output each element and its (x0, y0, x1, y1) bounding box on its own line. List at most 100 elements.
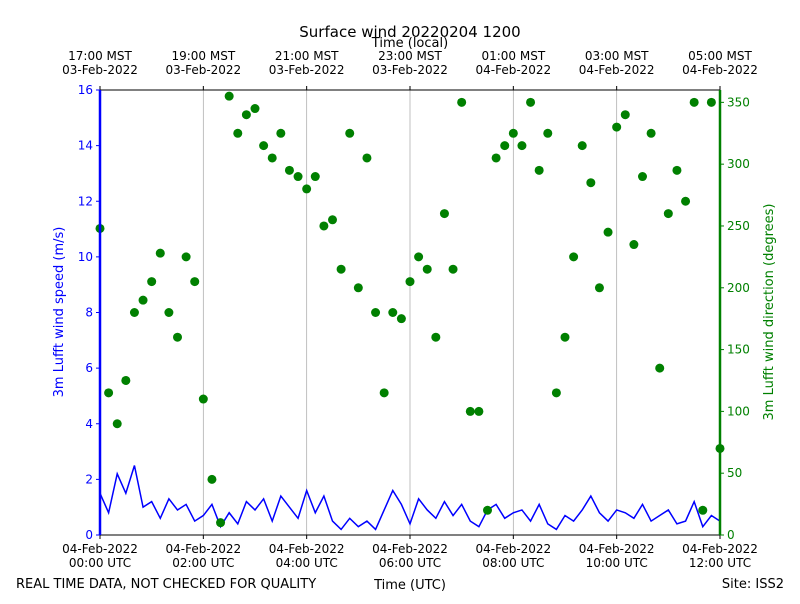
top-tick-label: 01:00 MST 04-Feb-2022 (475, 49, 551, 77)
y-axis-title: 3m Lufft wind speed (m/s) (52, 227, 67, 398)
y2-tick-label: 0 (727, 528, 735, 542)
x-tick-label: 04-Feb-2022 00:00 UTC (62, 542, 138, 570)
wind-direction-point (121, 375, 131, 385)
wind-direction-point (526, 97, 536, 107)
y-tick-label: 4 (85, 417, 93, 431)
wind-direction-point (439, 209, 449, 219)
wind-direction-point (663, 209, 673, 219)
wind-direction-point (319, 221, 329, 231)
y-tick-label: 8 (85, 306, 93, 320)
y-tick-label: 12 (78, 194, 93, 208)
wind-direction-point (655, 363, 665, 373)
y2-tick-label: 150 (727, 343, 750, 357)
wind-direction-point (448, 264, 458, 274)
wind-direction-point (362, 153, 372, 163)
x-tick-label: 04-Feb-2022 06:00 UTC (372, 542, 448, 570)
x-tick-label: 04-Feb-2022 08:00 UTC (475, 542, 551, 570)
wind-direction-point (129, 308, 139, 317)
top-tick-label: 21:00 MST 03-Feb-2022 (269, 49, 345, 77)
wind-direction-point (345, 128, 355, 138)
y2-tick-label: 350 (727, 95, 750, 109)
x-tick-label: 04-Feb-2022 02:00 UTC (165, 542, 241, 570)
wind-direction-point (328, 215, 337, 225)
top-tick-label: 05:00 MST 04-Feb-2022 (682, 49, 758, 77)
wind-direction-point (198, 394, 208, 404)
wind-direction-point (474, 406, 484, 416)
wind-direction-point (569, 252, 579, 262)
wind-direction-point (638, 172, 647, 182)
wind-speed-line (99, 465, 721, 531)
wind-direction-point (379, 388, 389, 398)
wind-direction-point (620, 110, 630, 120)
y2-tick-label: 200 (727, 281, 750, 295)
x-axis-title: Time (UTC) (373, 578, 446, 593)
wind-direction-point (646, 128, 656, 138)
wind-direction-point (629, 240, 639, 250)
wind-direction-point (147, 277, 157, 287)
wind-direction-point (259, 141, 269, 151)
y-tick-label: 10 (78, 250, 93, 264)
y-tick-label: 14 (78, 139, 93, 153)
x-tick-label: 04-Feb-2022 12:00 UTC (682, 542, 758, 570)
y2-tick-label: 300 (727, 157, 750, 171)
wind-direction-point (302, 184, 312, 194)
wind-direction-point (431, 332, 441, 342)
wind-direction-point (388, 308, 398, 317)
wind-direction-point (681, 196, 691, 206)
top-tick-label: 23:00 MST 03-Feb-2022 (372, 49, 448, 77)
wind-direction-point (353, 283, 363, 293)
wind-direction-point (336, 264, 346, 274)
y-tick-label: 2 (85, 472, 93, 486)
wind-direction-point (181, 252, 191, 262)
top-axis-title: Time (local) (371, 36, 448, 51)
y2-axis-title: 3m Lufft wind direction (degrees) (762, 204, 777, 421)
wind-direction-point (672, 165, 682, 175)
wind-direction-point (422, 264, 432, 274)
wind-direction-point (276, 128, 286, 138)
chart-title: Surface wind 20220204 1200 (299, 23, 520, 41)
wind-direction-point (164, 308, 174, 317)
wind-direction-point (233, 128, 243, 138)
wind-direction-point (284, 165, 294, 175)
wind-direction-point (500, 141, 510, 151)
wind-direction-point (706, 97, 716, 107)
wind-direction-point (698, 505, 708, 515)
wind-direction-point (396, 314, 406, 324)
wind-direction-point (293, 172, 303, 182)
wind-direction-point (112, 419, 122, 429)
wind-direction-point (551, 388, 561, 398)
wind-direction-point (371, 308, 381, 317)
wind-direction-point (104, 388, 114, 398)
wind-direction-point (594, 283, 604, 293)
wind-direction-point (508, 128, 518, 138)
wind-direction-point (267, 153, 277, 163)
site-label: Site: ISS2 (722, 577, 784, 592)
wind-direction-point (560, 332, 570, 342)
wind-direction-point (603, 227, 613, 237)
x-tick-label: 04-Feb-2022 04:00 UTC (269, 542, 345, 570)
wind-direction-point (250, 104, 260, 114)
y-tick-label: 6 (85, 361, 93, 375)
wind-direction-point (689, 97, 699, 107)
top-tick-label: 03:00 MST 04-Feb-2022 (579, 49, 655, 77)
wind-direction-point (517, 141, 527, 151)
y-tick-label: 0 (85, 528, 93, 542)
wind-direction-point (577, 141, 587, 151)
wind-direction-point (483, 505, 492, 515)
wind-direction-point (173, 332, 182, 342)
y2-tick-label: 100 (727, 404, 750, 418)
y-tick-label: 16 (78, 83, 93, 97)
wind-direction-point (465, 406, 475, 416)
wind-direction-point (414, 252, 424, 262)
wind-direction-point (543, 128, 553, 138)
top-tick-label: 19:00 MST 03-Feb-2022 (165, 49, 241, 77)
y2-tick-label: 50 (727, 466, 742, 480)
wind-direction-point (138, 295, 148, 305)
wind-direction-point (457, 97, 467, 107)
wind-direction-point (224, 91, 234, 101)
wind-direction-point (310, 172, 320, 182)
wind-direction-point (534, 165, 544, 175)
wind-direction-point (612, 122, 622, 132)
